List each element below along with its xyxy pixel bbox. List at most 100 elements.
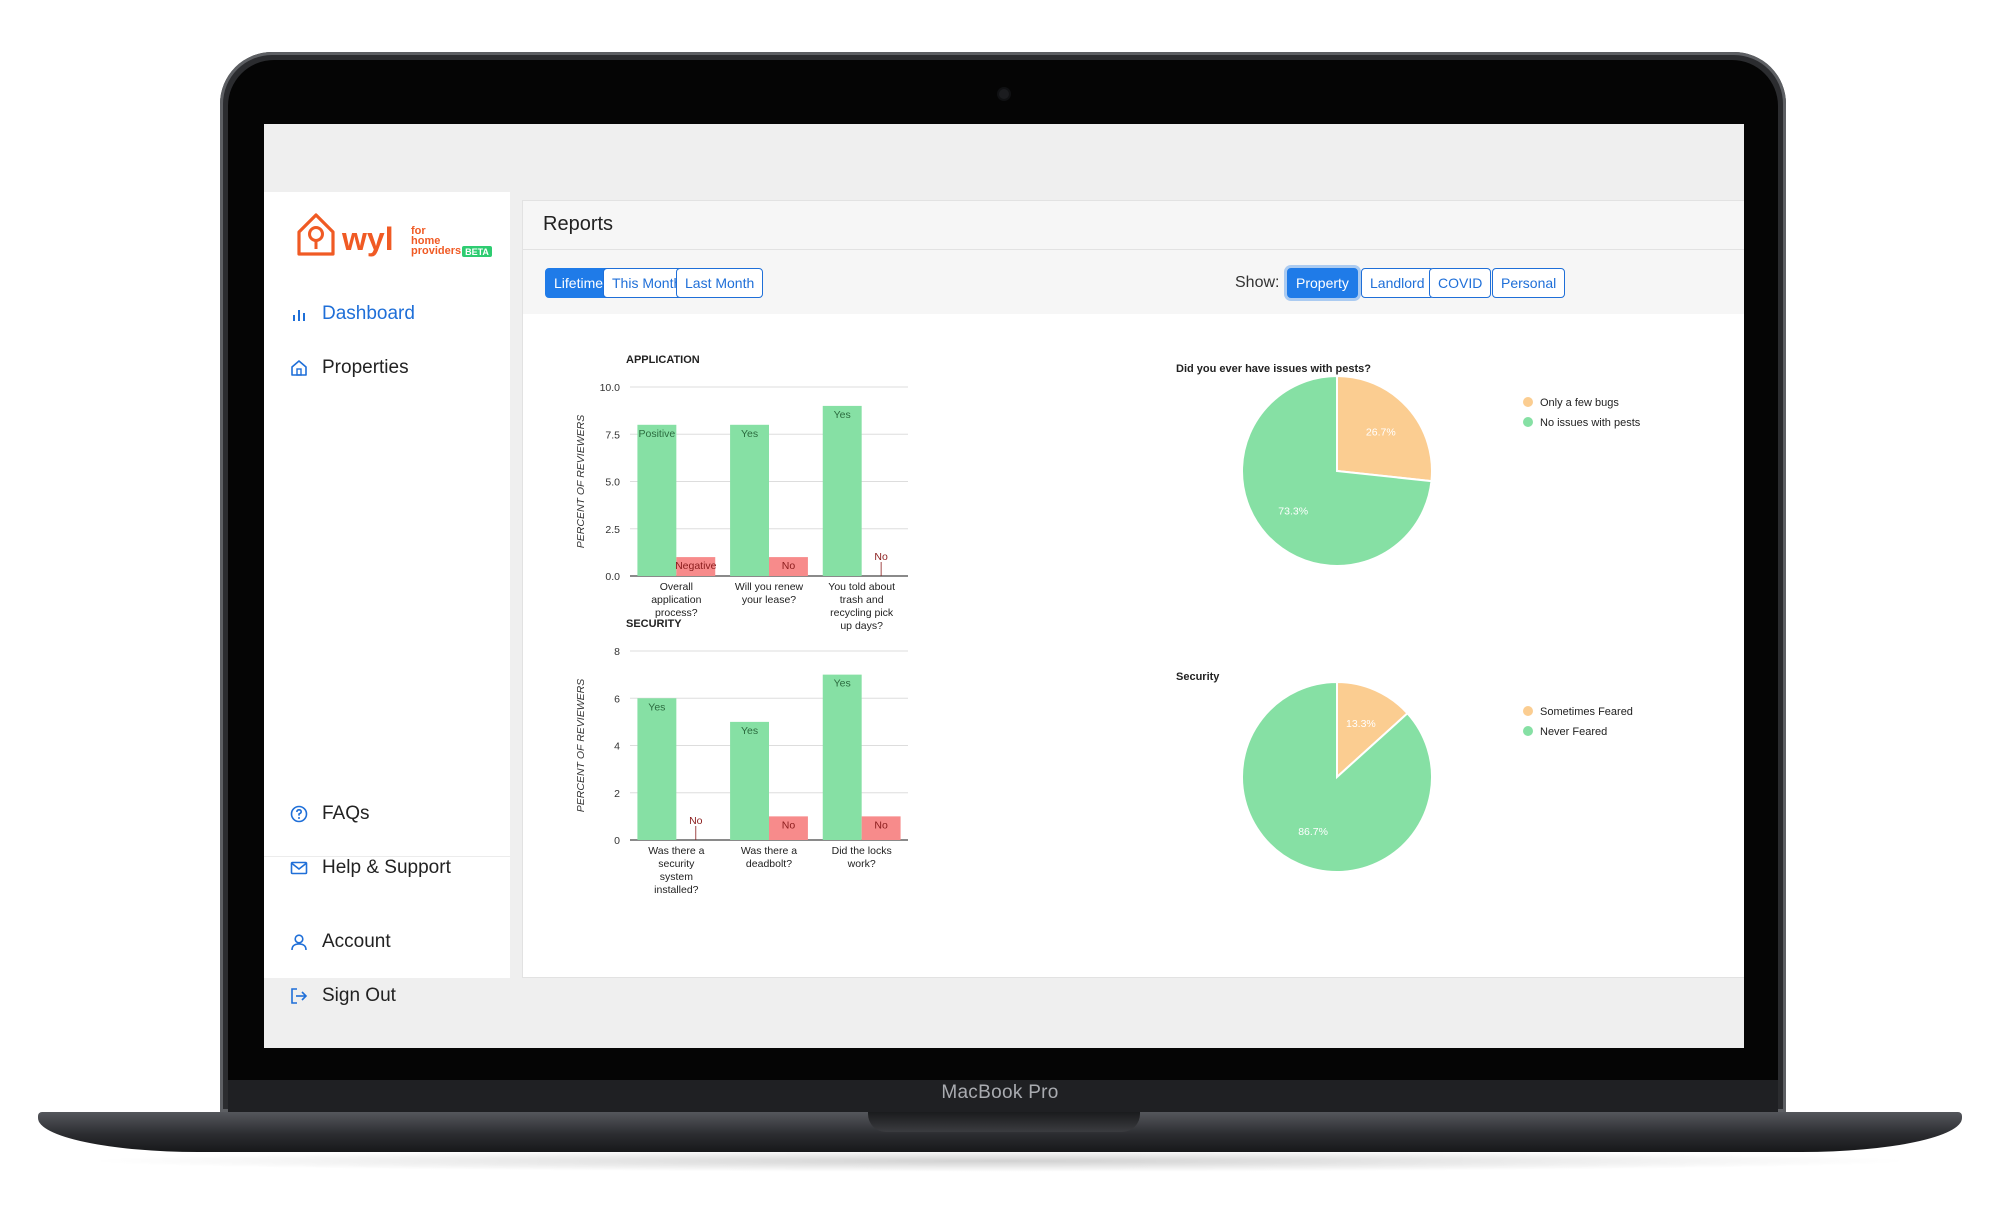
x-tick-label: process? <box>655 607 698 619</box>
bar-positive <box>822 674 862 840</box>
period-last-month-button[interactable]: Last Month <box>676 268 764 298</box>
data-label: Yes <box>834 678 851 690</box>
show-label: Show: <box>1235 274 1280 291</box>
bar-positive <box>730 424 769 576</box>
period-this-month-button[interactable]: This Month <box>603 268 691 298</box>
data-label: Positive <box>638 428 675 440</box>
y-axis-label: PERCENT OF REVIEWERS <box>575 679 587 812</box>
y-tick-label: 2 <box>614 788 620 800</box>
sidebar-item-label: FAQs <box>322 803 370 824</box>
x-tick-label: trash and <box>840 594 884 606</box>
page-title: Reports <box>543 213 614 235</box>
chart-title: SECURITY <box>626 618 682 630</box>
bar-chart-icon <box>288 303 310 325</box>
x-tick-label: application <box>651 594 701 606</box>
data-label: No <box>874 819 888 831</box>
show-covid-button[interactable]: COVID <box>1429 268 1492 298</box>
pie-slice <box>1241 680 1433 873</box>
logo-line3: providers <box>411 245 461 257</box>
data-label: Yes <box>648 701 665 713</box>
slice-label: 26.7% <box>1366 427 1396 439</box>
y-tick-label: 5.0 <box>605 477 620 489</box>
sign-out-icon <box>288 985 310 1007</box>
data-label: No <box>782 560 796 572</box>
show-landlord-button[interactable]: Landlord <box>1361 268 1434 298</box>
y-tick-label: 2.5 <box>605 524 620 536</box>
x-tick-label: You told about <box>828 581 895 593</box>
x-tick-label: Overall <box>660 581 693 593</box>
chart-title: Security <box>1176 671 1220 683</box>
bar-positive <box>730 721 769 840</box>
y-tick-label: 0 <box>614 835 620 847</box>
slice-label: 13.3% <box>1346 718 1376 730</box>
sidebar-item-label: Account <box>322 931 391 952</box>
bar-positive <box>822 405 862 576</box>
x-tick-label: Will you renew <box>735 581 804 593</box>
y-tick-label: 0.0 <box>605 571 620 583</box>
data-label: No <box>874 551 888 563</box>
y-tick-label: 6 <box>614 693 620 705</box>
y-tick-label: 8 <box>614 646 620 658</box>
bar-negative <box>861 816 901 840</box>
x-tick-label: installed? <box>654 884 699 896</box>
x-tick-label: Was there a <box>741 845 797 857</box>
x-tick-label: your lease? <box>742 594 796 606</box>
bar-negative <box>676 557 716 576</box>
bar-negative <box>769 816 808 840</box>
home-icon <box>288 357 310 379</box>
reports-card: Reports Lifetime This Month Last Month S… <box>522 200 1744 978</box>
slice-label: 86.7% <box>1298 826 1328 838</box>
chart-title: APPLICATION <box>626 354 700 366</box>
x-tick-label: deadbolt? <box>746 858 792 870</box>
app-screen: wyl for home providers BETA Dashboard Pr… <box>264 124 1744 1048</box>
period-lifetime-button[interactable]: Lifetime <box>545 268 613 298</box>
y-tick-label: 10.0 <box>600 382 621 394</box>
show-property-button[interactable]: Property <box>1287 268 1358 298</box>
sidebar-item-label: Properties <box>322 357 409 378</box>
legend-label: Sometimes Feared <box>1540 706 1633 718</box>
laptop-notch <box>868 1112 1140 1132</box>
legend-swatch <box>1523 417 1533 427</box>
logo-line1: for <box>411 225 426 237</box>
y-axis-label: PERCENT OF REVIEWERS <box>575 415 587 548</box>
data-label: No <box>689 815 703 827</box>
x-tick-label: Did the locks <box>832 845 892 857</box>
data-label: No <box>782 819 796 831</box>
sidebar-item-label: Dashboard <box>322 303 415 324</box>
laptop-chin <box>228 1080 1778 1112</box>
beta-badge-label: BETA <box>465 247 489 257</box>
sidebar-item-dashboard[interactable]: Dashboard <box>288 296 415 332</box>
x-tick-label: work? <box>847 858 876 870</box>
chart-title: Did you ever have issues with pests? <box>1176 363 1371 375</box>
sidebar-item-faqs[interactable]: FAQs <box>288 796 370 832</box>
question-circle-icon <box>288 803 310 825</box>
sidebar-item-label: Help & Support <box>322 857 451 878</box>
x-tick-label: up days? <box>840 620 883 632</box>
user-icon <box>288 931 310 953</box>
legend-label: No issues with pests <box>1540 417 1641 429</box>
sidebar-item-properties[interactable]: Properties <box>288 350 409 386</box>
sidebar-divider <box>264 856 510 857</box>
data-label: Yes <box>741 725 758 737</box>
slice-label: 73.3% <box>1278 505 1308 517</box>
show-personal-button[interactable]: Personal <box>1492 268 1566 298</box>
house-pin-icon <box>297 213 335 256</box>
legend-swatch <box>1523 726 1533 736</box>
filter-toolbar: Lifetime This Month Last Month Show: Pro… <box>523 250 1744 314</box>
pie-slice <box>1241 374 1433 567</box>
sidebar-item-account[interactable]: Account <box>288 924 391 960</box>
beta-badge <box>462 246 492 257</box>
logo-line2: home <box>411 235 440 247</box>
x-tick-label: system <box>660 871 694 883</box>
legend-swatch <box>1523 706 1533 716</box>
sidebar-item-sign-out[interactable]: Sign Out <box>288 978 396 1014</box>
y-tick-label: 4 <box>614 741 620 753</box>
bar-positive <box>637 424 677 576</box>
camera-icon <box>999 89 1009 99</box>
sidebar-item-label: Sign Out <box>322 985 396 1006</box>
data-label: Yes <box>834 409 851 421</box>
legend-label: Only a few bugs <box>1540 397 1619 409</box>
logo[interactable]: wyl for home providers BETA <box>296 210 496 270</box>
sidebar-item-help-support[interactable]: Help & Support <box>288 850 451 886</box>
y-tick-label: 7.5 <box>605 429 620 441</box>
